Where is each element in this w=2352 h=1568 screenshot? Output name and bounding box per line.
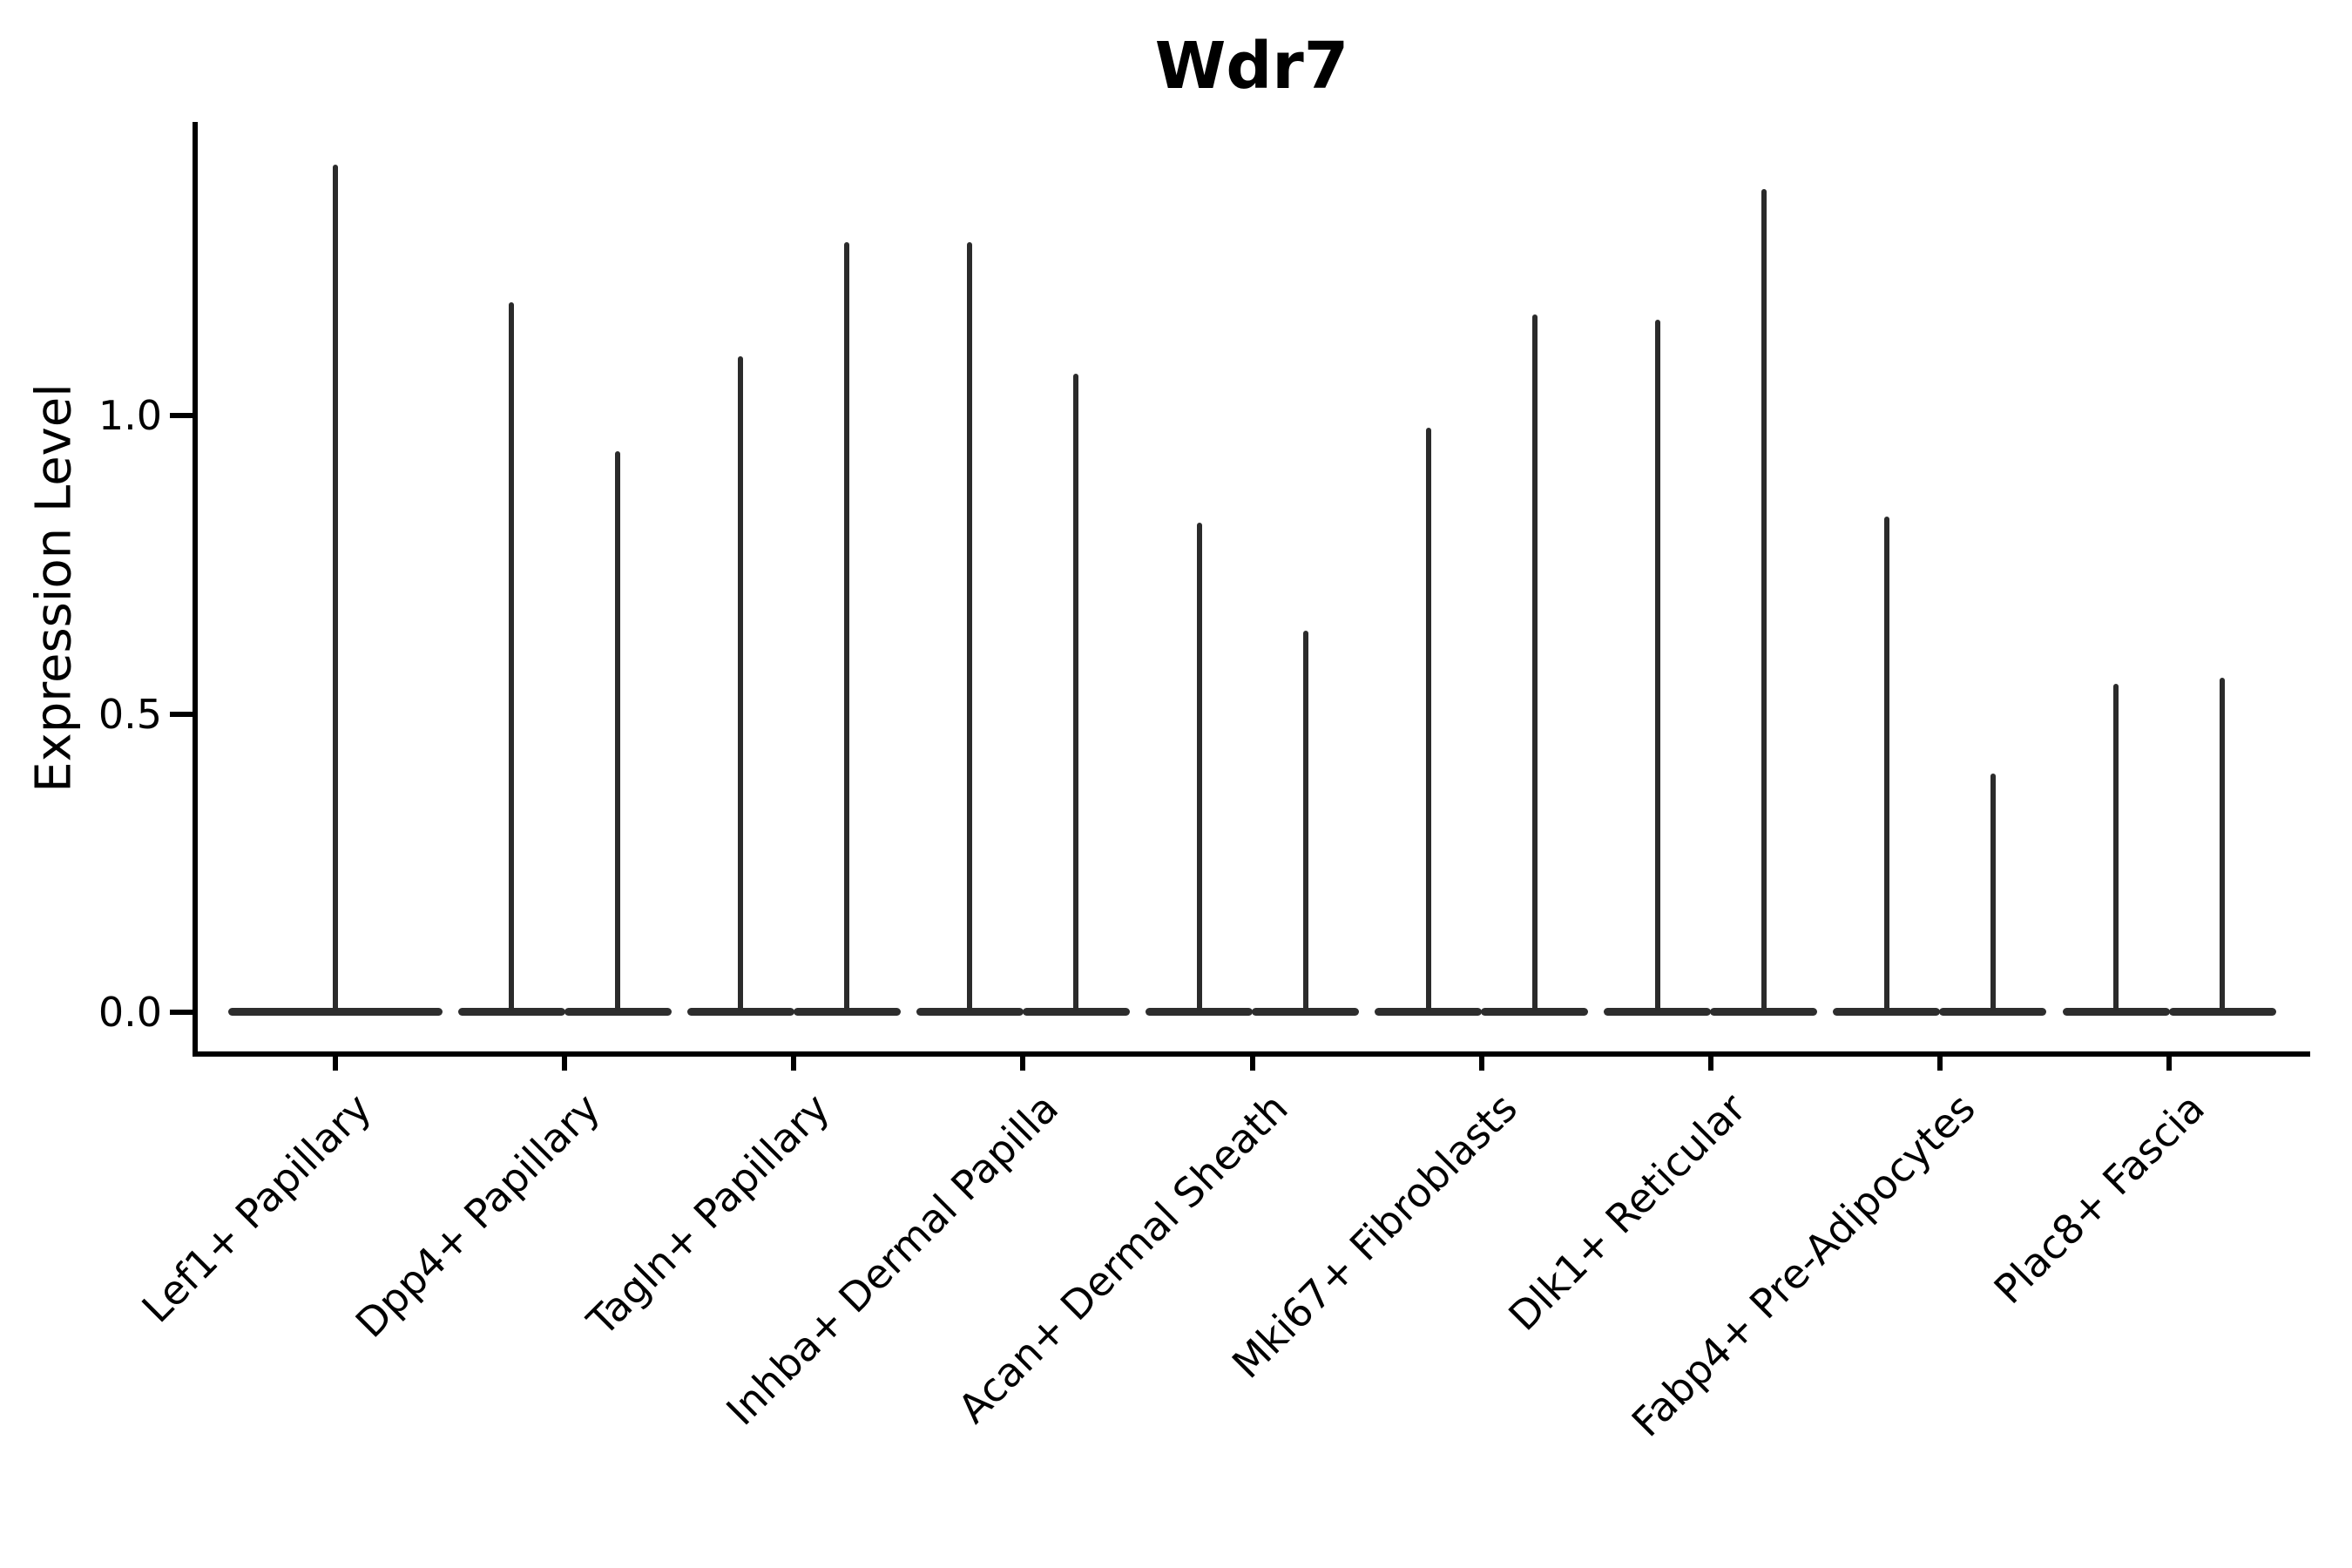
violin-spike: [1073, 374, 1079, 1010]
x-tick: [791, 1057, 797, 1071]
y-tick: [170, 1010, 193, 1015]
y-tick: [170, 413, 193, 418]
violin-base: [686, 1008, 794, 1016]
violin-base: [916, 1008, 1024, 1016]
violin-spike: [2113, 684, 2119, 1010]
y-tick-label: 0.0: [98, 989, 162, 1036]
y-axis-line: [193, 122, 198, 1057]
y-tick: [170, 711, 193, 717]
violin-spike: [1531, 314, 1538, 1010]
violin-spike: [1196, 523, 1202, 1010]
violin-base: [793, 1008, 901, 1016]
x-tick-label: Dpp4+ Papillary: [346, 1084, 610, 1347]
x-tick: [2166, 1057, 2172, 1071]
violin-spike: [1883, 517, 1889, 1010]
violin-spike: [967, 242, 973, 1010]
violin-spike: [1302, 630, 1308, 1010]
violin-spike: [844, 242, 850, 1010]
violin-spike: [738, 355, 744, 1010]
x-tick-label: Dlk1+ Reticular: [1499, 1084, 1755, 1340]
violin-base: [457, 1008, 565, 1016]
x-axis-line: [193, 1051, 2310, 1057]
violin-spike: [2220, 678, 2225, 1010]
x-tick-label: Tagln+ Papillary: [578, 1084, 839, 1345]
x-tick: [1936, 1057, 1943, 1071]
x-tick-label: Plac8+ Fascia: [1984, 1084, 2213, 1314]
y-tick-label: 0.5: [98, 690, 162, 738]
violin-base: [1604, 1008, 1712, 1016]
violin-spike: [1761, 188, 1767, 1010]
violin-spike: [1990, 774, 1996, 1010]
y-tick-label: 1.0: [98, 392, 162, 439]
violin-spike: [509, 301, 515, 1010]
violin-spike: [333, 165, 338, 1010]
chart-title: Wdr7: [1154, 29, 1349, 104]
x-tick: [1478, 1057, 1484, 1071]
violin-spike: [1654, 320, 1660, 1010]
violin-base: [564, 1008, 672, 1016]
violin-base: [2168, 1008, 2276, 1016]
violin-base: [2062, 1008, 2170, 1016]
violin-base: [1146, 1008, 1253, 1016]
violin-base: [228, 1008, 443, 1016]
violin-base: [1710, 1008, 1818, 1016]
violin-base: [1481, 1008, 1589, 1016]
violin-spike: [615, 451, 621, 1010]
violin-base: [1939, 1008, 2047, 1016]
violin-base: [1833, 1008, 1941, 1016]
x-tick: [562, 1057, 568, 1071]
x-tick: [333, 1057, 338, 1071]
violin-base: [1022, 1008, 1130, 1016]
x-tick-label: Lef1+ Papillary: [132, 1084, 380, 1332]
violin-spike: [1425, 427, 1431, 1010]
violin-base: [1252, 1008, 1359, 1016]
x-tick: [1020, 1057, 1026, 1071]
x-tick: [1249, 1057, 1255, 1071]
x-tick: [1707, 1057, 1713, 1071]
violin-base: [1375, 1008, 1483, 1016]
